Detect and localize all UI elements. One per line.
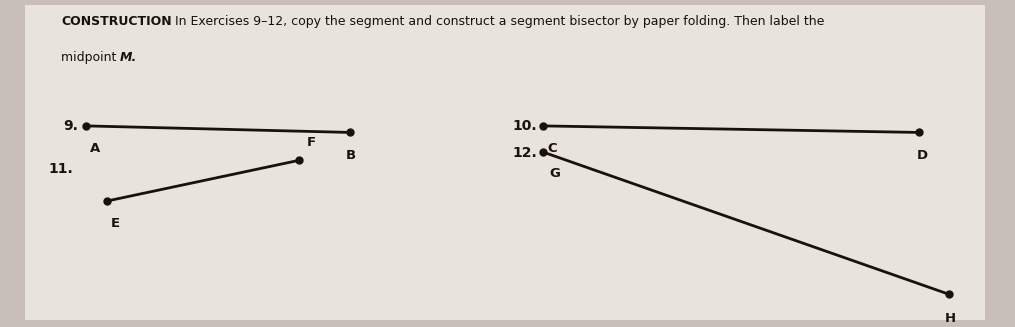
Text: B: B	[346, 149, 356, 162]
Text: F: F	[307, 136, 316, 149]
Text: C: C	[547, 142, 556, 155]
Text: A: A	[90, 142, 100, 155]
Text: 10.: 10.	[513, 119, 537, 133]
Text: 11.: 11.	[49, 162, 73, 176]
Text: D: D	[917, 149, 928, 162]
FancyBboxPatch shape	[25, 5, 985, 320]
Text: G: G	[549, 167, 560, 180]
Text: CONSTRUCTION: CONSTRUCTION	[61, 15, 172, 28]
Text: 12.: 12.	[513, 146, 537, 160]
Text: In Exercises 9–12, copy the segment and construct a segment bisector by paper fo: In Exercises 9–12, copy the segment and …	[171, 15, 824, 28]
Text: 9.: 9.	[63, 119, 78, 133]
Text: midpoint: midpoint	[61, 51, 120, 64]
Text: H: H	[945, 312, 956, 325]
Text: E: E	[111, 217, 120, 231]
Text: M.: M.	[120, 51, 137, 64]
